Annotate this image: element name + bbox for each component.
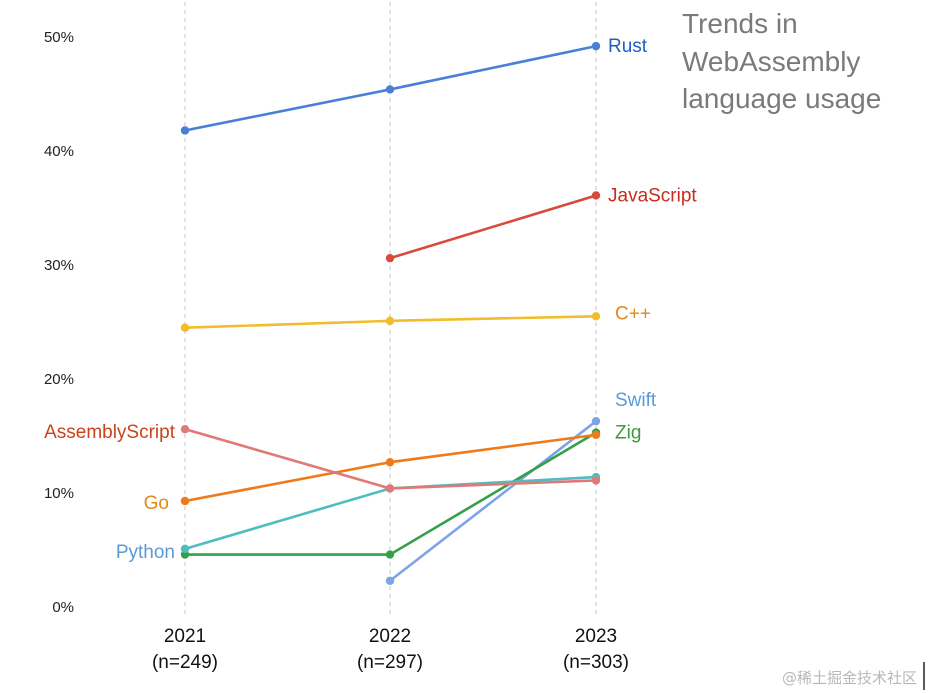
y-tick-label: 10% [44, 485, 74, 502]
data-point-go [591, 430, 601, 440]
x-tick-year-2022: 2022 [369, 626, 411, 647]
data-point-c- [591, 312, 601, 321]
y-tick-label: 50% [44, 29, 74, 46]
y-tick-label: 30% [44, 257, 74, 274]
data-point-swift [591, 416, 601, 426]
chart-title-line-2: WebAssembly [682, 46, 860, 77]
series [180, 41, 601, 585]
data-point-rust [591, 41, 601, 51]
data-point-assemblyscript [591, 476, 601, 485]
data-point-rust [180, 126, 190, 135]
data-point-zig [385, 550, 395, 559]
series-label-assemblyscript: AssemblyScript [44, 422, 176, 443]
x-tick-sample-2022: (n=297) [357, 652, 423, 673]
series-line-swift [389, 420, 597, 582]
series-label-python: Python [116, 542, 175, 563]
data-point-c- [385, 316, 395, 326]
y-tick-label: 0% [52, 599, 74, 616]
series-label-rust: Rust [608, 36, 648, 57]
series-label-swift: Swift [615, 390, 657, 411]
y-tick-label: 40% [44, 143, 74, 160]
series-line-javascript [389, 194, 597, 260]
chart-title: Trends in WebAssembly language usage [682, 8, 881, 114]
y-axis-ticks: 0% 10% 20% 30% 40% 50% [44, 29, 74, 616]
data-point-javascript [591, 191, 601, 200]
watermark-text: @稀土掘金技术社区 [782, 669, 917, 687]
x-tick-sample-2021: (n=249) [152, 652, 218, 673]
gridlines [184, 2, 597, 618]
data-point-swift [385, 576, 395, 585]
chart-title-line-1: Trends in [682, 8, 798, 39]
data-point-go [180, 496, 190, 506]
x-tick-year-2021: 2021 [164, 626, 206, 647]
x-tick-year-2023: 2023 [575, 626, 617, 647]
data-point-c- [180, 323, 190, 332]
series-label-c-: C++ [615, 303, 651, 324]
y-tick-label: 20% [44, 371, 74, 388]
chart-title-line-3: language usage [682, 83, 881, 114]
x-tick-sample-2023: (n=303) [563, 652, 629, 673]
series-label-go: Go [144, 493, 169, 514]
data-point-python [180, 544, 190, 554]
data-point-assemblyscript [385, 484, 395, 493]
data-point-javascript [385, 253, 395, 263]
series-labels: Rust JavaScript C++ Swift Zig Python Go Assembl… [44, 36, 697, 563]
data-point-rust [385, 85, 395, 94]
data-point-assemblyscript [180, 424, 190, 434]
data-point-go [385, 458, 395, 467]
x-axis-ticks: 2021 (n=249) 2022 (n=297) 2023 (n=303) [152, 626, 629, 673]
series-label-zig: Zig [615, 423, 641, 444]
series-label-javascript: JavaScript [608, 185, 697, 206]
